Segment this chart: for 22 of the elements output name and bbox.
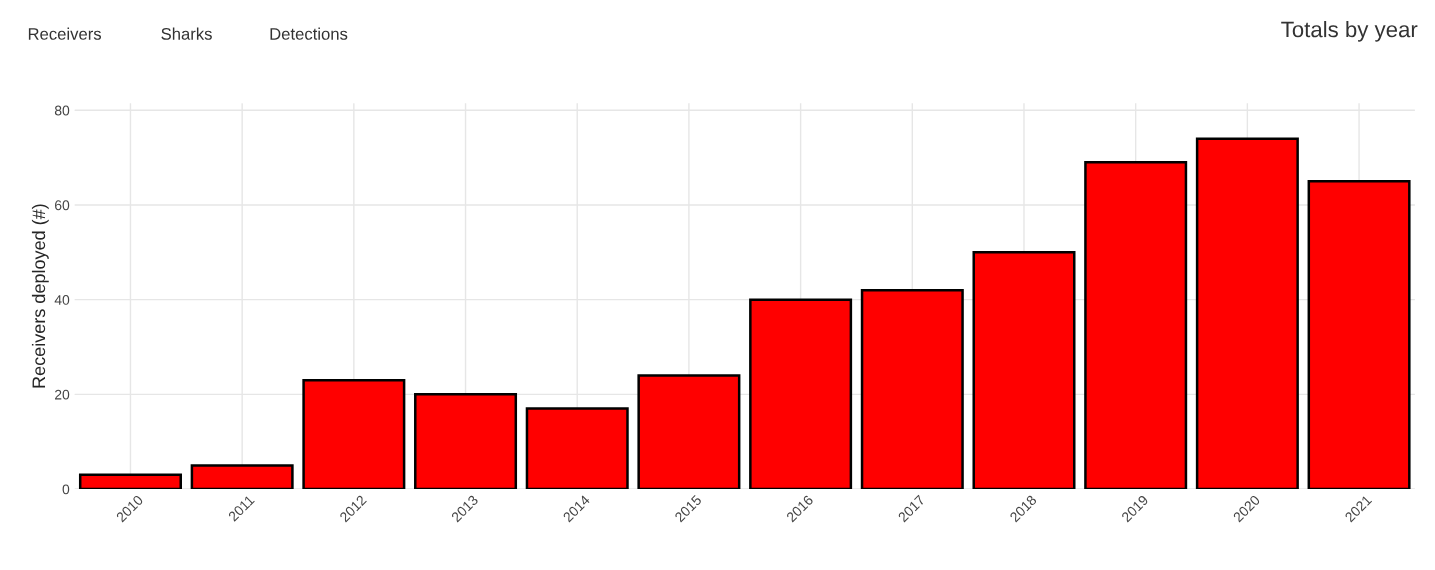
y-tick-label: 80 <box>54 105 70 116</box>
bar <box>1307 180 1411 490</box>
y-tick-label: 60 <box>55 200 70 211</box>
y-tick-label: 0 <box>62 484 70 495</box>
bar <box>1084 161 1188 490</box>
y-axis-title: Receivers deployed (#) <box>31 204 49 388</box>
bar <box>972 251 1076 490</box>
y-tick-label: 40 <box>54 295 70 305</box>
text: Sharks <box>161 27 212 40</box>
y-tick-label: 20 <box>55 389 70 400</box>
chart-title: Totals by year <box>1281 20 1418 42</box>
bar <box>749 298 853 490</box>
bar <box>302 378 406 490</box>
bar <box>190 464 294 490</box>
bar <box>860 288 964 490</box>
bar <box>1195 137 1299 490</box>
bar <box>78 473 182 490</box>
bar <box>637 374 741 490</box>
bar <box>414 393 518 490</box>
text: Detections <box>270 27 348 40</box>
text: Receivers <box>28 27 102 40</box>
bar <box>525 407 629 490</box>
